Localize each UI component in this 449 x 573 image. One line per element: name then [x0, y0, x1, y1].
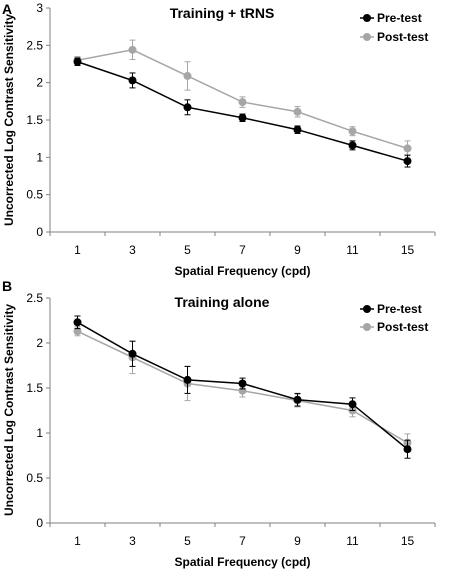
- data-point: [128, 76, 137, 85]
- legend-marker: [363, 14, 371, 22]
- chart-panel-b: B Training alone 0 0.5 1 1.5 2 2.5 1 3 5 7 9 11 15 Spat…: [2, 278, 436, 569]
- y-tick-label: 1.5: [26, 381, 43, 395]
- x-tick-label: 7: [239, 534, 246, 548]
- x-tick-label: 11: [346, 243, 359, 257]
- data-point: [238, 113, 247, 122]
- y-tick-label: 3: [36, 1, 43, 15]
- y-tick-label: 1: [36, 426, 43, 440]
- data-point: [238, 98, 247, 107]
- data-point: [403, 157, 412, 166]
- x-tick-label: 7: [239, 243, 246, 257]
- data-point: [73, 318, 82, 327]
- data-point: [183, 103, 192, 112]
- data-point: [348, 400, 357, 409]
- data-point: [403, 144, 412, 153]
- data-point: [128, 349, 137, 358]
- legend-marker: [363, 323, 371, 331]
- panel-letter: A: [2, 1, 12, 17]
- data-point: [183, 375, 192, 384]
- legend-label: Pre-test: [377, 302, 422, 316]
- y-tick-label: 2.5: [26, 38, 43, 52]
- x-tick-label: 5: [184, 534, 191, 548]
- x-tick-label: 15: [401, 534, 415, 548]
- x-tick-label: 3: [129, 243, 136, 257]
- legend-label: Post-test: [377, 320, 428, 334]
- data-point: [293, 107, 302, 116]
- data-point: [238, 379, 247, 388]
- x-tick-label: 1: [74, 534, 81, 548]
- chart-title: Training alone: [175, 294, 270, 310]
- y-axis-label: Uncorrected Log Contrast Sensitivity: [2, 304, 16, 516]
- data-point: [183, 71, 192, 80]
- data-point: [128, 45, 137, 54]
- y-tick-label: 1.5: [26, 113, 43, 127]
- y-tick-label: 0.5: [26, 471, 43, 485]
- x-tick-label: 11: [346, 534, 359, 548]
- y-tick-label: 0.5: [26, 188, 43, 202]
- y-tick-label: 1: [36, 150, 43, 164]
- y-tick-label: 0: [36, 225, 43, 239]
- x-tick-label: 5: [184, 243, 191, 257]
- x-axis-label: Spatial Frequency (cpd): [174, 264, 310, 278]
- series-pre-test: [73, 57, 412, 168]
- data-point: [293, 125, 302, 134]
- y-tick-label: 2: [36, 336, 43, 350]
- x-axis-label: Spatial Frequency (cpd): [174, 555, 310, 569]
- chart-panel-a: A Training + tRNS 0 0.5 1 1.5 2 2.5 3 1 3 5 7 9 11 15 Sp…: [2, 1, 436, 278]
- data-point: [73, 327, 82, 336]
- x-tick-label: 1: [74, 243, 81, 257]
- series-pre-test: [73, 315, 412, 459]
- x-tick-label: 9: [294, 243, 301, 257]
- data-point: [73, 57, 82, 66]
- y-tick-label: 2: [36, 76, 43, 90]
- x-tick-label: 15: [401, 243, 415, 257]
- legend-label: Post-test: [377, 30, 428, 44]
- legend-marker: [363, 305, 371, 313]
- chart-title: Training + tRNS: [170, 5, 275, 21]
- data-point: [348, 127, 357, 136]
- series-line: [77, 61, 408, 162]
- data-point: [293, 395, 302, 404]
- data-point: [403, 445, 412, 454]
- x-tick-label: 9: [294, 534, 301, 548]
- panel-letter: B: [2, 278, 12, 294]
- series-post-test: [73, 39, 412, 157]
- legend-label: Pre-test: [377, 11, 422, 25]
- y-tick-label: 2.5: [26, 291, 43, 305]
- data-point: [348, 141, 357, 150]
- legend-marker: [363, 33, 371, 41]
- y-tick-label: 0: [36, 516, 43, 530]
- y-axis-label: Uncorrected Log Contrast Sensitivity: [2, 14, 16, 226]
- x-tick-label: 3: [129, 534, 136, 548]
